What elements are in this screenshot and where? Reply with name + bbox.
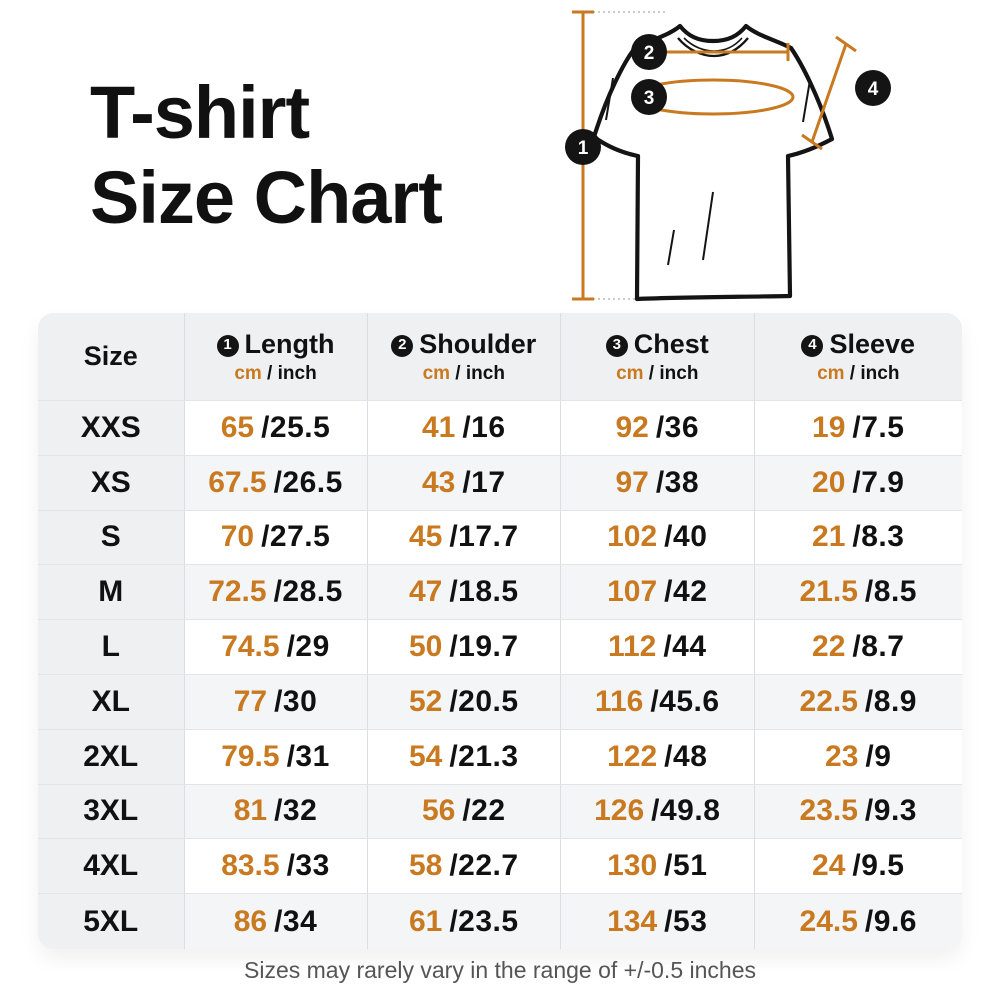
svg-text:3: 3 bbox=[644, 88, 655, 109]
svg-text:4: 4 bbox=[868, 79, 879, 100]
svg-text:2: 2 bbox=[644, 43, 655, 64]
svg-text:1: 1 bbox=[578, 138, 589, 159]
